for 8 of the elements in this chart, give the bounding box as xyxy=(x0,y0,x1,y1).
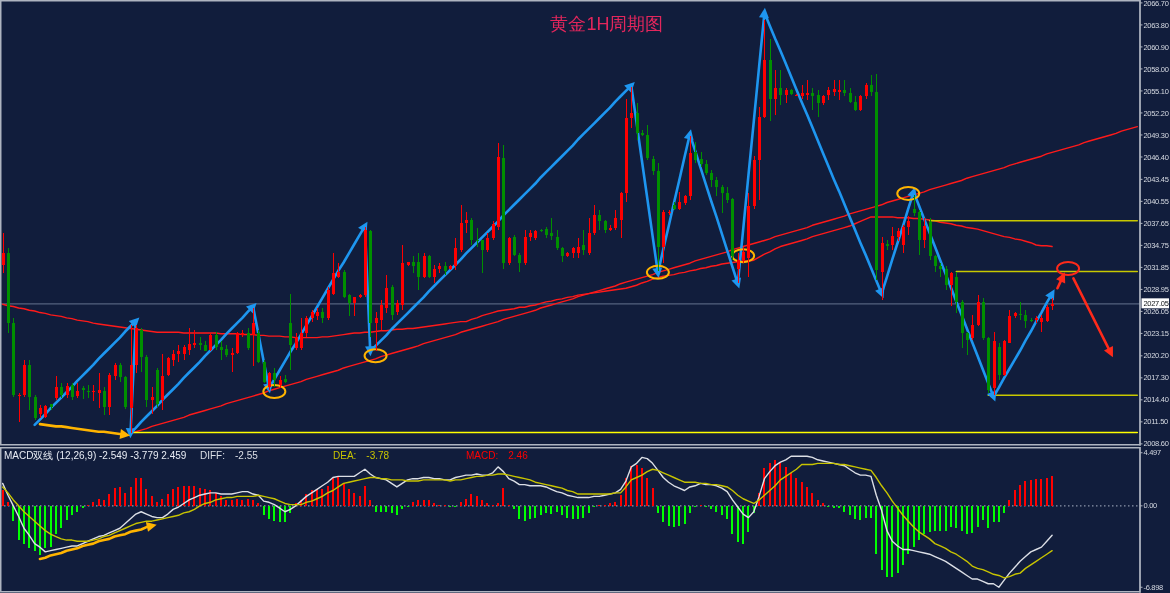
chart-title: MACD双线 (12,26,9) -2.549 -3.779 2.459 xyxy=(4,450,187,461)
annotation: -2.55 xyxy=(235,450,259,461)
text: 黄金1H周期图 xyxy=(550,14,664,34)
text: DIFF: xyxy=(200,450,225,461)
text: MACD: xyxy=(466,450,499,461)
annotation: 2.46 xyxy=(508,450,529,461)
series-label: DEA: xyxy=(333,450,357,461)
annotation: -3.78 xyxy=(366,450,390,461)
